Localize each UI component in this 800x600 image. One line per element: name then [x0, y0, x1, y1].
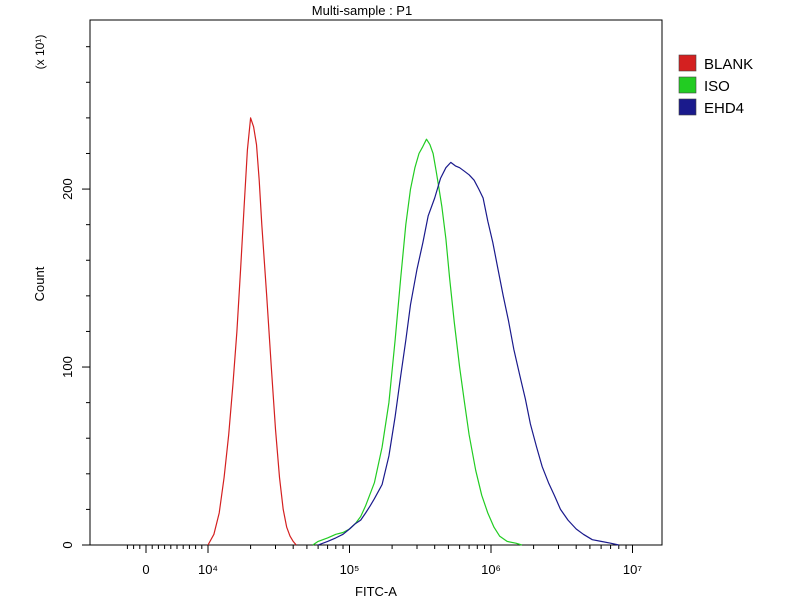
y-axis-label: Count [32, 266, 47, 301]
x-tick-label: 10⁷ [623, 562, 642, 577]
y-tick-label: 200 [60, 178, 75, 200]
legend-label-blank: BLANK [704, 56, 753, 73]
y-multiplier-label: (x 10¹) [33, 35, 47, 70]
axis-ticks: 0 10⁴ 10⁵ 10⁶ 10⁷ 0 100 200 [60, 46, 642, 577]
plot-frame [89, 19, 663, 546]
x-tick-label: 10⁶ [481, 562, 501, 577]
chart-title: Multi-sample : P1 [312, 3, 412, 18]
legend-swatch-ehd4 [678, 98, 697, 116]
series-line-iso [312, 138, 522, 546]
series-line-ehd4 [317, 161, 619, 546]
legend-label-iso: ISO [704, 78, 730, 95]
x-tick-label: 10⁴ [198, 562, 218, 577]
x-tick-label: 10⁵ [340, 562, 360, 577]
y-tick-label: 100 [60, 356, 75, 378]
legend-label-ehd4: EHD4 [704, 100, 744, 117]
histogram-curves [207, 117, 619, 546]
legend-swatch-blank [678, 54, 697, 72]
legend: BLANK ISO EHD4 [678, 54, 753, 117]
x-axis-label: FITC-A [355, 584, 397, 599]
x-tick-label: 0 [142, 562, 149, 577]
series-line-blank [207, 117, 297, 546]
y-tick-label: 0 [60, 541, 75, 548]
legend-swatch-iso [678, 76, 697, 94]
